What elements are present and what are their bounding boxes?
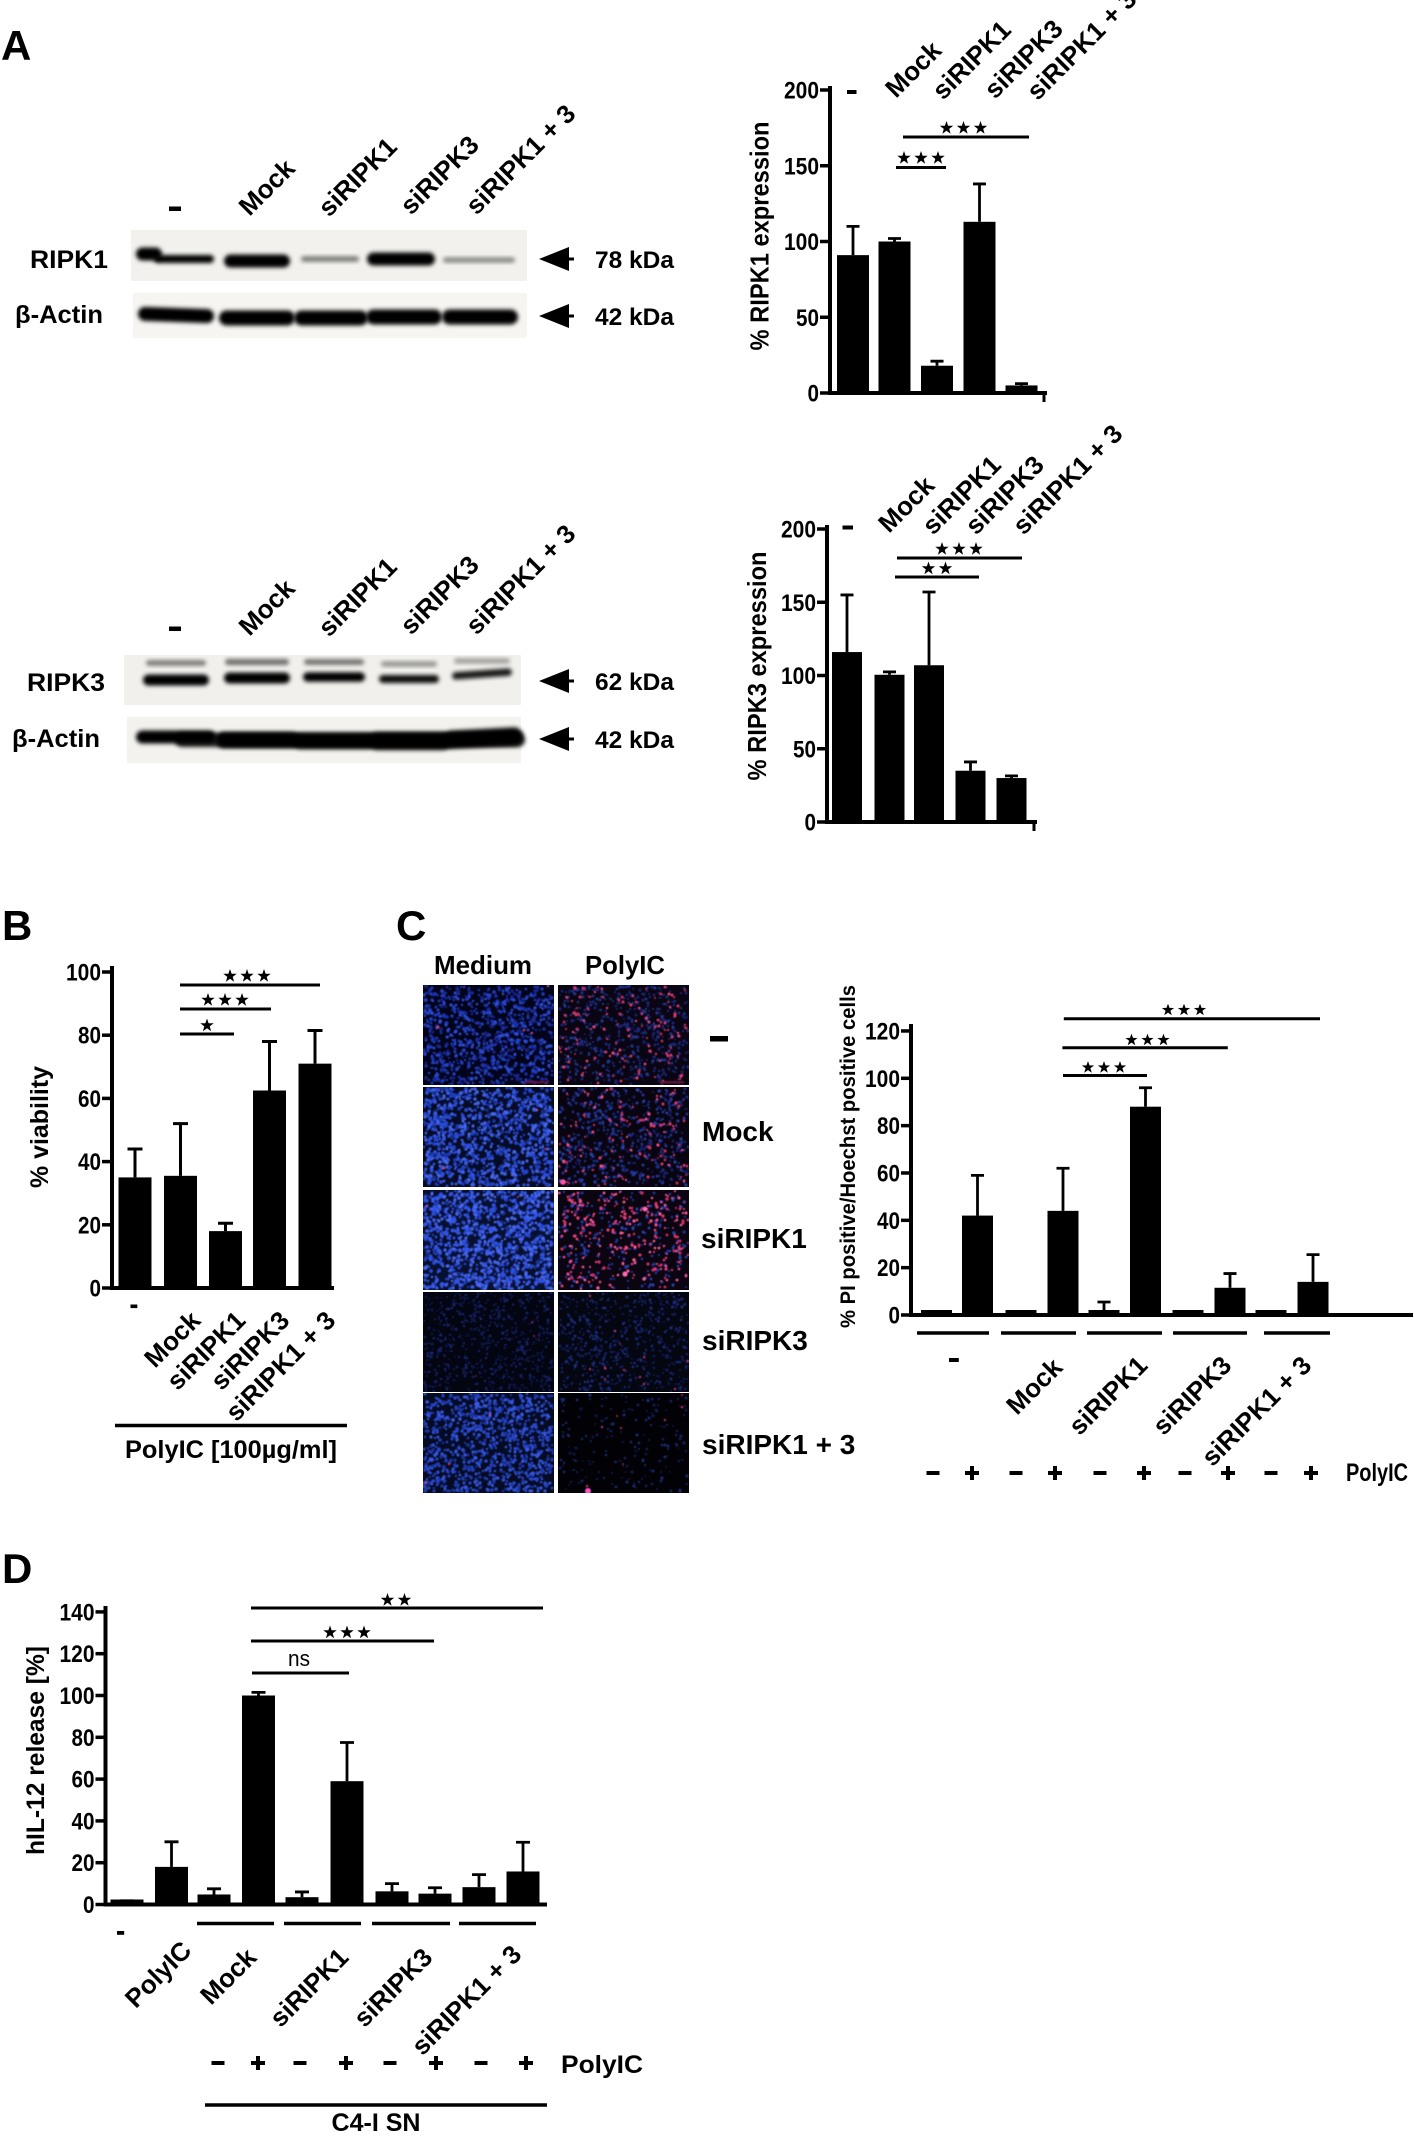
svg-text:150: 150 xyxy=(784,153,819,180)
svg-text:0: 0 xyxy=(808,381,820,408)
svg-text:PolyIC: PolyIC xyxy=(585,950,665,980)
svg-text:0: 0 xyxy=(805,810,817,837)
svg-text:200: 200 xyxy=(784,78,819,105)
svg-text:80: 80 xyxy=(78,1023,101,1050)
svg-text:42 kDa: 42 kDa xyxy=(595,304,675,331)
svg-text:20: 20 xyxy=(78,1212,101,1239)
svg-text:100: 100 xyxy=(66,960,101,987)
svg-text:50: 50 xyxy=(793,736,816,763)
svg-text:% RIPK3 expression: % RIPK3 expression xyxy=(742,552,772,781)
svg-text:A: A xyxy=(1,22,31,69)
svg-text:78 kDa: 78 kDa xyxy=(595,247,675,274)
svg-text:Medium: Medium xyxy=(434,950,532,980)
svg-text:62 kDa: 62 kDa xyxy=(595,669,675,696)
svg-text:β-Actin: β-Actin xyxy=(15,301,103,329)
svg-text:60: 60 xyxy=(78,1086,101,1113)
svg-text:100: 100 xyxy=(784,229,819,256)
svg-text:β-Actin: β-Actin xyxy=(12,725,100,753)
svg-text:200: 200 xyxy=(781,517,816,544)
svg-text:50: 50 xyxy=(796,305,819,332)
svg-text:C: C xyxy=(396,902,426,949)
svg-text:RIPK1: RIPK1 xyxy=(30,246,108,274)
svg-text:B: B xyxy=(2,902,32,949)
svg-text:% viability: % viability xyxy=(26,1066,54,1188)
svg-text:0: 0 xyxy=(90,1276,102,1303)
svg-text:150: 150 xyxy=(781,590,816,617)
svg-text:42 kDa: 42 kDa xyxy=(595,727,675,754)
svg-text:RIPK3: RIPK3 xyxy=(27,669,105,697)
svg-text:PolyIC [100µg/ml]: PolyIC [100µg/ml] xyxy=(125,1436,337,1464)
svg-text:% RIPK1 expression: % RIPK1 expression xyxy=(745,122,775,351)
svg-text:100: 100 xyxy=(781,663,816,690)
svg-text:40: 40 xyxy=(78,1149,101,1176)
